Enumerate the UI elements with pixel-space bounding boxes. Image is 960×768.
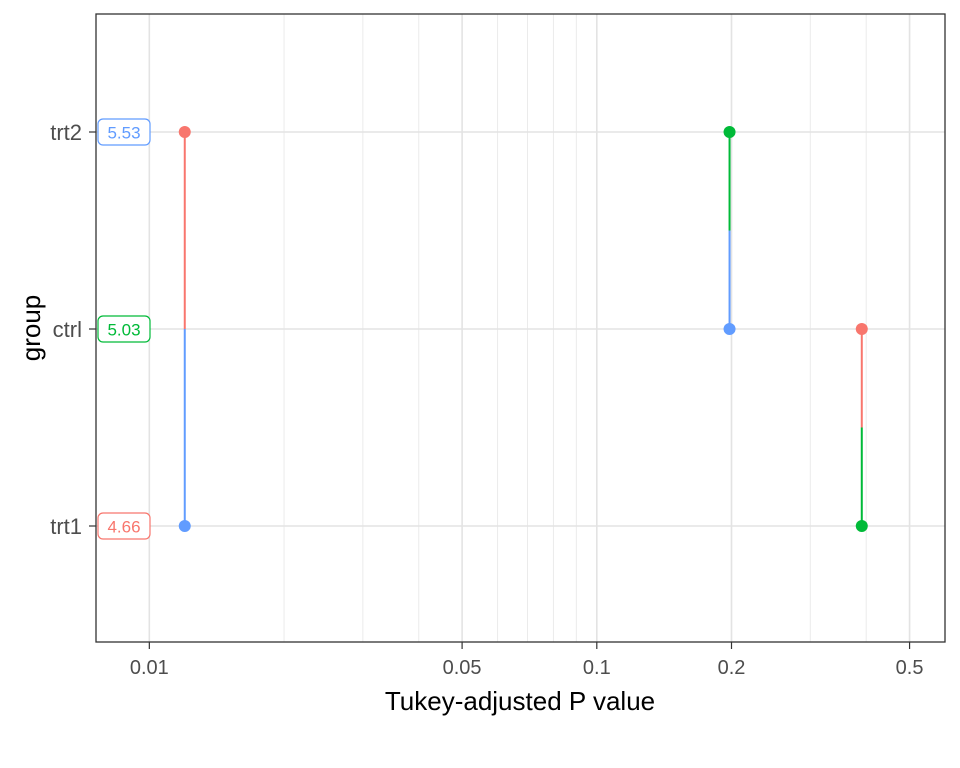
comparison-segments (183, 132, 863, 526)
plot-panel-border (95, 13, 946, 643)
grid-lines (96, 14, 945, 642)
y-tick-label: trt1 (50, 514, 82, 539)
point-ctrl (855, 323, 868, 335)
y-tick-label: trt2 (50, 120, 82, 145)
x-tick-label: 0.1 (583, 657, 611, 679)
data-points (178, 126, 868, 532)
y-axis-title: group (16, 295, 46, 362)
estimate-labels: 4.66 5.03 5.53 (97, 118, 151, 540)
estimate-label: 5.53 (107, 124, 140, 143)
x-tick-label: 0.5 (896, 657, 924, 679)
x-axis: 0.01 0.05 0.1 0.2 0.5 (130, 642, 924, 679)
point-trt1 (178, 520, 191, 532)
y-tick-label: ctrl (53, 317, 82, 342)
x-tick-label: 0.2 (718, 657, 746, 679)
point-trt2 (723, 126, 736, 138)
x-axis-title: Tukey-adjusted P value (385, 686, 655, 716)
estimate-label: 5.03 (107, 321, 140, 340)
point-ctrl (723, 323, 736, 335)
estimate-label-box (97, 118, 151, 146)
point-trt1 (855, 520, 868, 532)
x-tick-label: 0.01 (130, 657, 169, 679)
point-trt2 (178, 126, 191, 138)
x-tick-label: 0.05 (443, 657, 482, 679)
y-axis: trt1 ctrl trt2 (50, 120, 96, 539)
estimate-label-box (97, 512, 151, 540)
estimate-label-box (97, 315, 151, 343)
estimate-label: 4.66 (107, 518, 140, 537)
